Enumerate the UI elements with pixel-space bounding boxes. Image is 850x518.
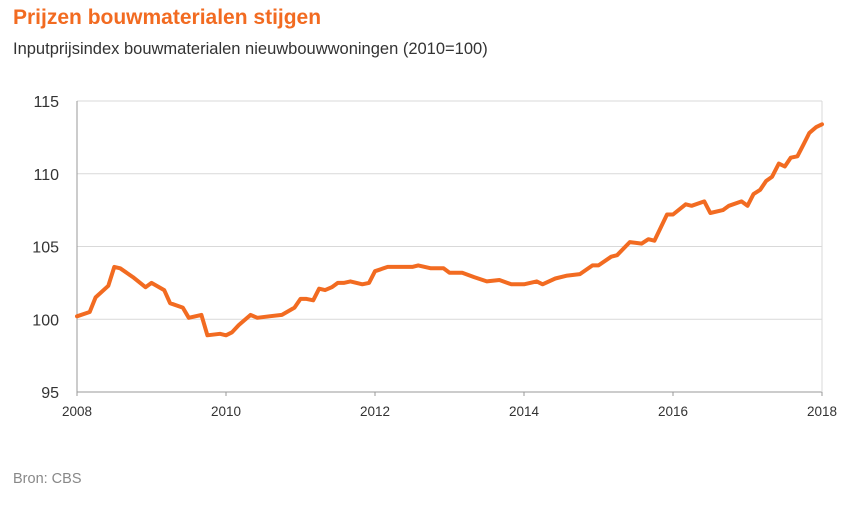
y-tick-label: 95	[41, 385, 59, 402]
x-tick-label: 2010	[211, 404, 241, 419]
x-tick-label: 2014	[509, 404, 540, 419]
series-line	[75, 122, 824, 338]
source-note: Bron: CBS	[13, 471, 82, 487]
chart-subtitle: Inputprijsindex bouwmaterialen nieuwbouw…	[13, 40, 488, 58]
x-tick-label: 2012	[360, 404, 390, 419]
y-tick-label: 115	[33, 94, 59, 111]
y-tick-label: 105	[32, 240, 59, 257]
chart-title: Prijzen bouwmaterialen stijgen	[13, 6, 322, 29]
x-tick-label: 2018	[807, 404, 837, 419]
y-tick-label: 110	[33, 167, 59, 184]
x-tick-label: 2008	[62, 404, 92, 419]
y-tick-label: 100	[32, 312, 59, 329]
x-tick-label: 2016	[658, 404, 688, 419]
